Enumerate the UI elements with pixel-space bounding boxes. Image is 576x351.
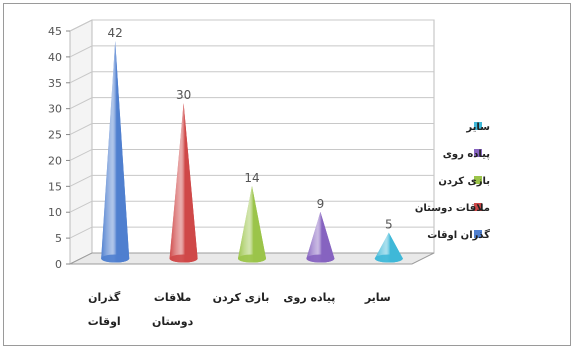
cone-2 [169,103,198,263]
gridline [69,19,434,32]
cone-base [238,254,266,263]
x-tick-label: سایر [364,291,391,304]
data-label: 5 [385,218,393,232]
legend-swatch [474,149,482,157]
legend-label: پیاده روی [443,149,490,160]
y-tick-label: 30 [48,103,62,116]
data-label: 30 [176,88,191,102]
y-tick-label: 0 [55,258,62,271]
x-tick-label: ملاقات [154,291,192,304]
x-tick-label: گذران [88,291,121,304]
legend-swatch [474,122,482,130]
legend-label: گذران اوقات [427,228,490,241]
gridline [69,200,434,213]
y-tick-label: 10 [48,206,62,219]
y-tick-label: 45 [48,25,62,38]
cone-shading [238,186,266,263]
legend-label: ملاقات دوستان [415,203,490,214]
y-tick-label: 40 [48,51,62,64]
y-tick-label: 25 [48,129,62,142]
data-label: 9 [317,197,325,211]
category-labels: گذران اوقات ملاقات دوستان بازی کردن پیاده روی… [88,291,391,328]
cone-5 [374,232,403,263]
y-tick-label: 15 [48,180,62,193]
gridline [69,71,434,84]
cone-shading [169,103,198,263]
data-label: 42 [108,26,123,40]
gridline [69,97,434,110]
side-wall [69,19,93,265]
cone-3 [238,186,266,263]
data-label: 14 [244,171,259,185]
cone-shading [374,232,403,263]
y-axis-ticks: 0 5 10 15 20 25 30 35 40 45 [48,25,70,271]
cones [101,41,403,263]
cone-shading [306,211,335,263]
cone-base [101,254,130,263]
gridline [69,45,434,58]
cone-4 [306,211,335,263]
x-tick-label: اوقات [88,315,121,328]
y-tick-label: 35 [48,77,62,90]
cone-shading [101,41,130,263]
x-tick-label: پیاده روی [283,291,335,304]
x-tick-label: بازی کردن [213,291,270,304]
gridline [69,123,434,136]
y-tick-label: 20 [48,154,62,167]
cone-base [374,254,403,263]
cone-base [306,254,335,263]
x-tick-label: دوستان [152,315,194,328]
cone-1 [101,41,130,263]
legend-label: بازی کردن [438,176,490,187]
y-tick-label: 5 [55,232,62,245]
legend-swatch [474,176,482,184]
legend: سایر پیاده روی بازی کردن ملاقات دوستان گذران… [415,122,490,241]
cone-base [169,254,198,263]
legend-swatch [474,230,482,238]
legend-label: سایر [465,122,490,133]
gridline [69,148,434,161]
legend-swatch [474,203,482,211]
data-labels: 42 30 14 9 5 [108,26,393,232]
back-wall [91,19,435,254]
gridline [69,174,434,187]
